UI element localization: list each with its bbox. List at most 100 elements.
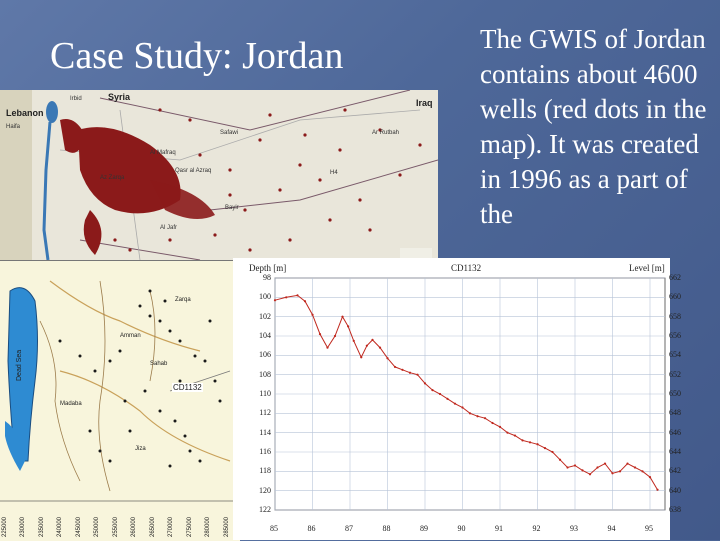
chart-data-point <box>326 346 329 349</box>
chart-y-tick-right: 646 <box>669 427 681 437</box>
chart-data-point <box>656 488 659 491</box>
well-location-detail-map: Dead Sea CD1132 Amman Madaba Zarqa Sahab… <box>0 260 240 541</box>
chart-y-tick-right: 662 <box>669 273 681 282</box>
chart-data-point <box>483 417 487 420</box>
chart-x-tick: 95 <box>645 524 653 533</box>
chart-data-point <box>347 325 350 328</box>
map-label-haifa: Haifa <box>6 124 21 130</box>
map-x-tick: 250000 <box>94 516 101 537</box>
chart-data-point <box>453 402 457 405</box>
chart-data-point <box>378 346 382 349</box>
chart-y-tick-left: 116 <box>259 447 271 456</box>
chart-ylabel-right: Level [m] <box>629 263 665 273</box>
chart-data-point <box>431 389 434 392</box>
map-x-axis: 225000 230000 235000 240000 245000 250000 2550… <box>0 501 240 541</box>
chart-data-point <box>596 466 599 469</box>
chart-data-point <box>536 443 539 446</box>
chart-data-point <box>573 464 577 467</box>
place-label-madaba: Madaba <box>60 401 82 407</box>
chart-data-point <box>528 441 532 444</box>
chart-data-point <box>626 462 629 465</box>
map-label-h4: H4 <box>330 170 338 176</box>
chart-x-tick: 91 <box>495 524 503 533</box>
map-x-tick: 285000 <box>223 516 230 537</box>
chart-y-tick-left: 120 <box>259 485 271 495</box>
chart-x-tick: 92 <box>532 524 541 533</box>
map-x-tick: 225000 <box>2 516 8 537</box>
chart-data-point <box>360 356 363 359</box>
chart-y-tick-left: 118 <box>259 466 271 476</box>
chart-y-tick-right: 642 <box>669 466 681 476</box>
chart-x-tick: 88 <box>382 524 391 533</box>
map-x-tick: 240000 <box>57 516 64 537</box>
slide-body-text: The GWIS of Jordan contains about 4600 w… <box>480 24 707 229</box>
dead-sea-label: Dead Sea <box>16 349 23 381</box>
chart-x-tick: 89 <box>420 524 428 533</box>
chart-y-tick-left: 104 <box>259 331 271 340</box>
chart-y-tick-right: 648 <box>669 408 681 418</box>
map-x-tick: 255000 <box>112 516 119 537</box>
chart-data-point <box>318 332 322 336</box>
map-label-mafraq: Al Mafraq <box>150 150 176 156</box>
chart-data-point <box>603 462 607 465</box>
map-x-tick: 270000 <box>168 516 175 537</box>
chart-data-point <box>648 476 652 479</box>
map-label-bayir: Bayir <box>225 205 239 211</box>
chart-data-point <box>438 392 442 396</box>
chart-y-tick-right: 638 <box>669 505 681 514</box>
chart-data-point <box>461 406 464 409</box>
chart-data-point <box>506 431 509 434</box>
chart-x-tick: 86 <box>307 524 316 533</box>
hydrograph-chart: Depth [m] CD1132 Level [m] 98 662 100 660 10… <box>233 258 681 540</box>
chart-data-point <box>352 339 355 342</box>
place-label-amman: Amman <box>120 333 141 339</box>
well-code-label: CD1132 <box>172 383 203 392</box>
map-label-zarqa: Az Zarqa <box>100 175 125 181</box>
chart-y-tick-right: 658 <box>669 311 681 321</box>
chart-x-tick: 93 <box>570 524 578 533</box>
map-x-tick: 230000 <box>20 516 27 537</box>
slide-title: Case Study: Jordan <box>50 35 344 77</box>
chart-series-line <box>274 294 658 490</box>
chart-y-tick-right: 654 <box>669 350 681 360</box>
chart-data-point <box>446 397 449 400</box>
map-x-tick: 280000 <box>205 516 212 537</box>
map-label-lebanon: Lebanon <box>6 108 44 118</box>
chart-y-tick-right: 656 <box>669 331 681 340</box>
chart-y-tick-right: 660 <box>669 292 681 302</box>
chart-data-point <box>491 421 494 425</box>
chart-data-point <box>543 447 547 450</box>
chart-y-tick-left: 112 <box>259 408 271 418</box>
chart-y-tick-left: 100 <box>259 292 271 302</box>
chart-y-tick-left: 98 <box>263 273 271 282</box>
map-label-qasr: Qasr al Azraq <box>175 168 212 174</box>
chart-data-point <box>416 373 419 376</box>
map-label-iraq: Iraq <box>416 98 433 108</box>
chart-data-point <box>273 299 277 302</box>
chart-data-point <box>633 466 637 469</box>
map-label-irbid: Irbid <box>70 96 82 102</box>
chart-data-point <box>386 357 389 360</box>
chart-data-point <box>311 313 314 316</box>
chart-data-point <box>521 439 524 442</box>
place-label-sahab: Sahab <box>150 361 168 367</box>
chart-data-point <box>513 434 517 437</box>
chart-y-tick-right: 652 <box>669 369 681 379</box>
chart-ylabel-left: Depth [m] <box>249 263 287 273</box>
chart-data-point <box>393 365 397 369</box>
chart-data-point <box>296 294 299 297</box>
map-x-tick: 245000 <box>75 516 82 537</box>
chart-x-tick: 85 <box>270 524 278 533</box>
chart-data-point <box>641 470 644 473</box>
chart-data-point <box>371 338 374 341</box>
chart-data-point <box>468 412 472 415</box>
jordan-well-map: Lebanon Syria Iraq Haifa Irbid Al Mafraq… <box>0 90 438 260</box>
chart-title: CD1132 <box>451 263 482 273</box>
chart-data-point <box>551 450 554 454</box>
hydrograph-plot <box>273 277 666 511</box>
chart-data-point <box>341 315 344 318</box>
chart-data-point <box>566 466 569 469</box>
chart-x-tick: 90 <box>457 524 466 533</box>
chart-data-point <box>581 469 584 472</box>
map-label-jafr: Al Jafr <box>160 225 178 231</box>
